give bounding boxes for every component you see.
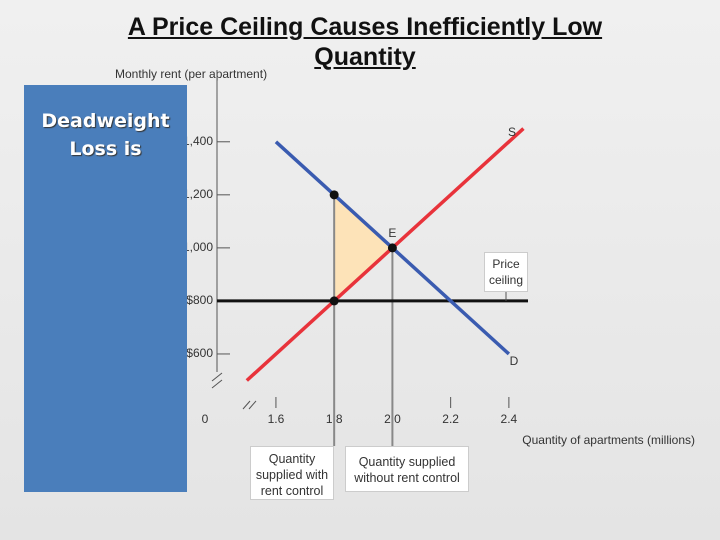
point bbox=[387, 243, 397, 253]
annotation: Quantity supplied without rent control bbox=[345, 446, 469, 492]
point bbox=[329, 190, 339, 200]
legend-label: D bbox=[510, 354, 519, 368]
y-tick-label: $800 bbox=[186, 293, 213, 307]
y-axis-label: Monthly rent (per apartment) bbox=[115, 67, 267, 81]
deadweight-loss bbox=[333, 193, 394, 303]
x-tick-label: 2.2 bbox=[442, 412, 459, 426]
axis-break bbox=[211, 379, 223, 389]
x-tick-label: 2.4 bbox=[501, 412, 518, 426]
point bbox=[329, 296, 339, 306]
annotation: Quantity supplied with rent control bbox=[250, 446, 334, 500]
overlay-box: Deadweight Loss is bbox=[24, 85, 187, 492]
axis-break bbox=[242, 400, 251, 410]
legend-label: S bbox=[508, 125, 516, 139]
price-ceiling-label: Price ceiling bbox=[484, 252, 528, 292]
axis-break bbox=[211, 372, 223, 382]
origin-label: 0 bbox=[202, 412, 209, 426]
series-line bbox=[245, 127, 525, 382]
x-tick-label: 1.6 bbox=[268, 412, 285, 426]
title: A Price Ceiling Causes Inefficiently Low… bbox=[127, 13, 603, 71]
axis-break bbox=[248, 400, 257, 410]
x-axis-label: Quantity of apartments (millions) bbox=[522, 433, 695, 447]
y-tick-label: $600 bbox=[186, 346, 213, 360]
point-label: E bbox=[388, 226, 396, 240]
